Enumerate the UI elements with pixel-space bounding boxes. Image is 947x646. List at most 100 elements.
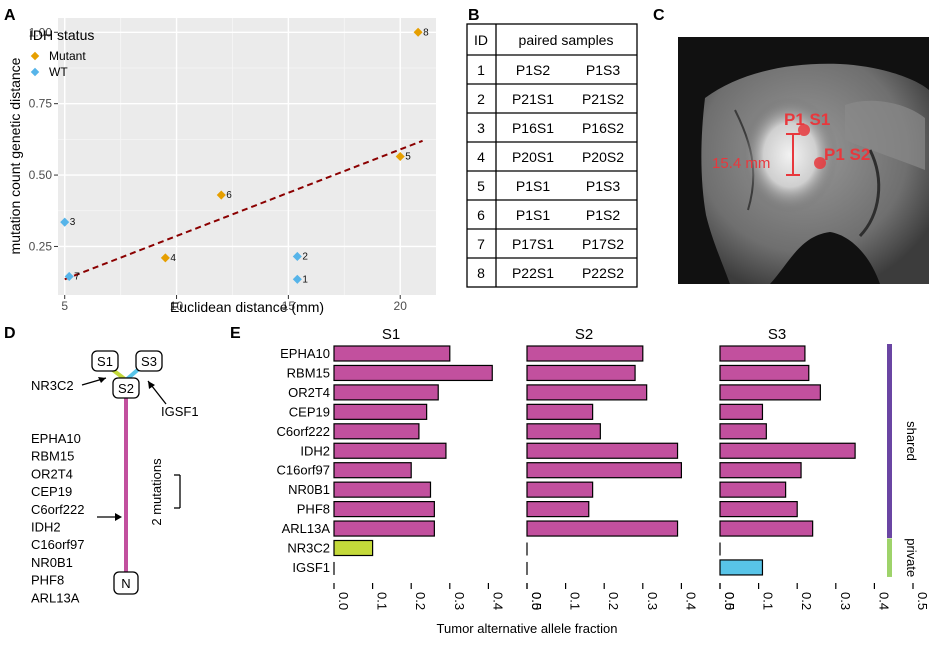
panel-d-label: D: [4, 325, 16, 342]
point-label: 3: [70, 217, 76, 228]
group-bar-segment: [887, 538, 892, 577]
allele-bar: [333, 345, 451, 362]
bar-x-tick-label: 0.5: [915, 592, 930, 610]
igsf1-gene-label: IGSF1: [161, 404, 199, 419]
trunk-gene-label: PHF8: [31, 573, 64, 588]
bar-x-tick-label: 0.5: [529, 592, 544, 610]
table-cell-sample-a: P1S1: [516, 178, 550, 194]
point-label: 4: [170, 253, 176, 264]
trunk-gene-label: IDH2: [31, 520, 61, 535]
table-cell-sample-b: P21S2: [582, 91, 624, 107]
table-rows: 1 P1S2 P1S3 2 P21S1 P21S2 3 P16S1 P16S2 4 P20S1 P20…: [467, 54, 637, 281]
table-cell-sample-a: P1S1: [516, 207, 550, 223]
table-cell-sample-a: P1S2: [516, 62, 550, 78]
bar-x-tick-label: 0.4: [490, 592, 505, 610]
scatter-y-label: mutation count genetic distance: [7, 57, 23, 254]
trunk-gene-label: NR0B1: [31, 555, 73, 570]
bar-x-tick-label: 0.0: [529, 592, 544, 610]
gene-label: PHF8: [297, 502, 330, 517]
scatter-point: [292, 251, 302, 261]
panel-e-label: E: [230, 325, 241, 342]
table-cell-id: 2: [477, 91, 485, 107]
nr3c2-arrow-head: [98, 377, 106, 383]
mri-image: P1 S1 P1 S2 15.4 mm: [678, 37, 929, 285]
marker-s2: [814, 157, 826, 169]
node-s3: [135, 350, 163, 372]
allele-bar: [526, 462, 682, 479]
table-cell-id: 8: [477, 265, 485, 281]
allele-bar: [526, 345, 644, 362]
allele-bar: [333, 442, 447, 459]
group-bar-segment: [887, 344, 892, 539]
point-label: 7: [74, 271, 80, 282]
table-header-id: ID: [474, 32, 488, 48]
panel-c-label: C: [653, 7, 665, 24]
scatter-point: [64, 271, 74, 281]
allele-bar: [719, 345, 806, 362]
point-label: 2: [302, 251, 308, 262]
bar-x-tick-label: 0.3: [838, 592, 853, 610]
node-s1-label: S1: [97, 354, 113, 369]
group-label: private: [904, 538, 919, 577]
y-tick-label: 0.50: [29, 168, 53, 182]
allele-bar: [333, 423, 420, 440]
scatter-grid: [58, 18, 436, 295]
mri-distance-label: 15.4 mm: [712, 155, 770, 172]
gene-label: C6orf222: [277, 424, 330, 439]
bar-x-tick-label: 0.5: [722, 592, 737, 610]
gene-label: NR0B1: [288, 482, 330, 497]
legend-title: IDH status: [29, 27, 94, 43]
allele-bar: [333, 539, 374, 557]
bar-x-tick-label: 0.2: [413, 592, 428, 610]
x-tick-label: 5: [61, 299, 68, 313]
scatter-point: [216, 190, 226, 200]
phylogenetic-tree: S1 S3 S2 N NR3C2 IGSF1 EPHA10 RBM15 OR2T4 C…: [31, 350, 199, 605]
y-tick-label: 0.25: [29, 239, 53, 253]
trend-line: [64, 139, 423, 281]
bar-x-tick-label: 0.4: [683, 592, 698, 610]
plot-background: [58, 18, 436, 295]
y-tick-label: 1.00: [29, 25, 53, 39]
scatter-point: [395, 151, 405, 162]
bar-x-tick-label: 0.1: [375, 592, 390, 610]
scatter-legend: Mutant WT: [30, 49, 86, 79]
x-tick-label: 20: [394, 299, 408, 313]
bar-x-tick-label: 0.3: [452, 592, 467, 610]
trunk-gene-label: C16orf97: [31, 537, 84, 552]
point-label: 8: [423, 27, 429, 38]
bar-x-tick-label: 0.2: [606, 592, 621, 610]
gene-label: EPHA10: [280, 346, 330, 361]
allele-bar: [719, 559, 764, 576]
trunk-gene-label: EPHA10: [31, 431, 81, 446]
group-bar: shared private: [887, 344, 919, 577]
allele-bar: [719, 442, 856, 459]
point-label: 5: [405, 152, 411, 163]
sulcus: [858, 149, 881, 238]
bar-x-tick-label: 0.1: [568, 592, 583, 610]
allele-bar: [333, 481, 432, 498]
allele-bar: [526, 481, 594, 498]
table-cell-sample-b: P17S2: [582, 236, 624, 252]
bar-x-label: Tumor alternative allele fraction: [437, 621, 618, 636]
gene-label: CEP19: [289, 404, 330, 419]
marker-s1: [798, 124, 810, 136]
scatter-x-label: Euclidean distance (mm): [170, 299, 324, 315]
bar-x-tick-label: 0.4: [876, 592, 891, 610]
allele-bar: [719, 364, 810, 382]
allele-bar: [526, 384, 648, 401]
allele-bar: [526, 423, 601, 440]
idh2-arrow-head: [115, 513, 122, 521]
table-cell-sample-b: P20S2: [582, 149, 624, 165]
allele-bar: [333, 501, 435, 518]
node-s2-label: S2: [118, 381, 134, 396]
table-border: [466, 23, 638, 288]
trunk-gene-label: RBM15: [31, 449, 74, 464]
node-n: [113, 571, 139, 595]
gene-label: NR3C2: [287, 541, 330, 556]
table-header-samples: paired samples: [519, 32, 614, 48]
allele-bar: [333, 364, 493, 382]
mri-label-s2: P1 S2: [824, 145, 870, 164]
trunk-gene-label: ARL13A: [31, 590, 80, 605]
pairs-table: 1 P1S2 P1S3 2 P21S1 P21S2 3 P16S1 P16S2 4 P20S1 P20…: [466, 23, 638, 288]
